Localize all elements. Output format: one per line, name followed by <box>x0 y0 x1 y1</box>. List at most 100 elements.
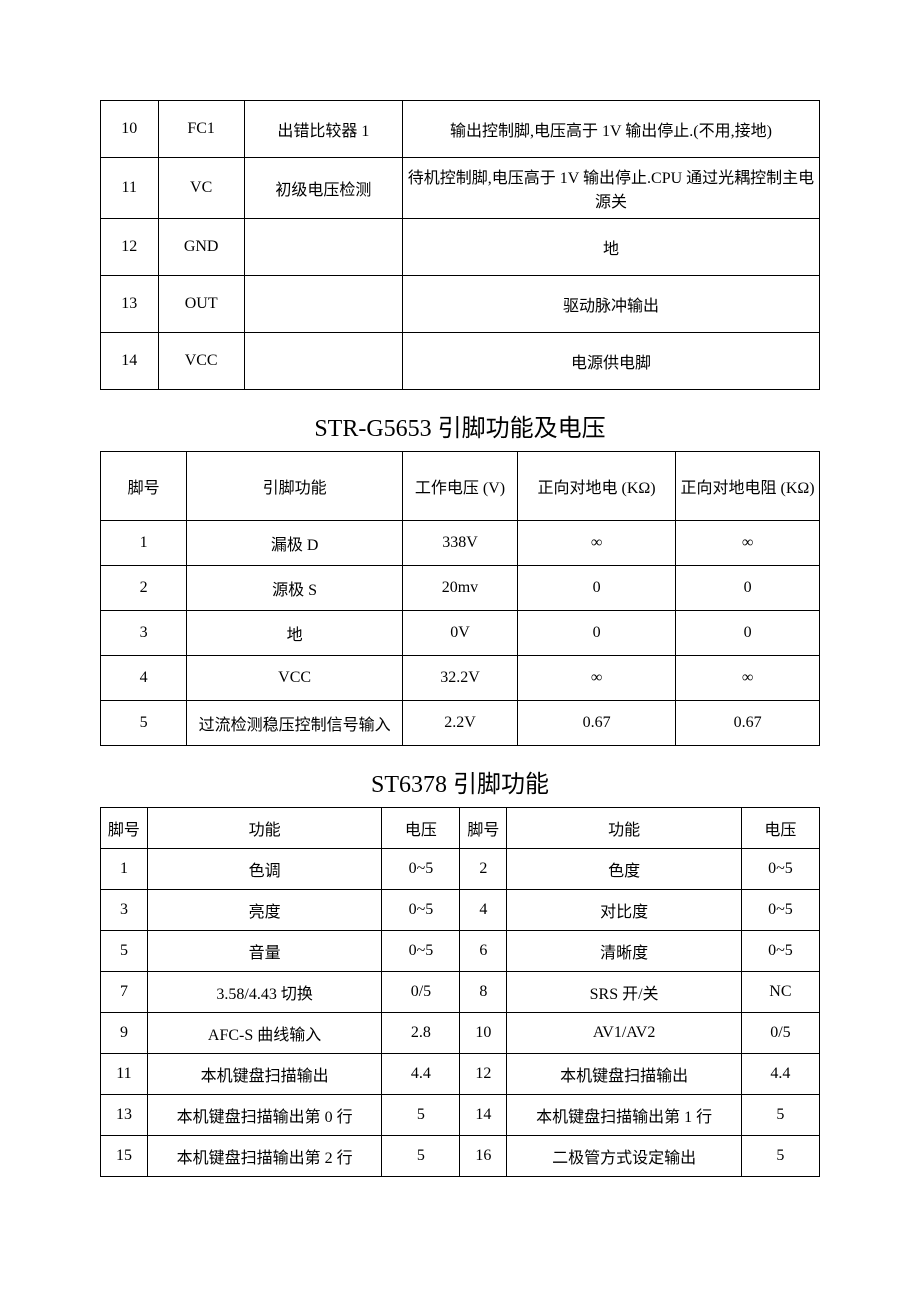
cell-sym: OUT <box>158 276 244 333</box>
cell: 14 <box>460 1095 507 1136</box>
cell: ∞ <box>517 521 675 566</box>
pin-table-2: 脚号 引脚功能 工作电压 (V) 正向对地电 (KΩ) 正向对地电阻 (KΩ) … <box>100 451 820 746</box>
cell: 0.67 <box>676 701 820 746</box>
cell: 1 <box>101 849 148 890</box>
col-header: 功能 <box>147 808 381 849</box>
cell: 5 <box>382 1095 460 1136</box>
cell: AV1/AV2 <box>507 1013 741 1054</box>
cell-sym: GND <box>158 219 244 276</box>
table-row: 1色调0~52色度0~5 <box>101 849 820 890</box>
cell: 9 <box>101 1013 148 1054</box>
table-row: 3亮度0~54对比度0~5 <box>101 890 820 931</box>
cell: 15 <box>101 1136 148 1177</box>
cell: 2 <box>460 849 507 890</box>
pin-table-2-body: 1 漏极 D 338V ∞ ∞ 2 源极 S 20mv 0 0 3 地 0V 0… <box>101 521 820 746</box>
cell: 20mv <box>402 566 517 611</box>
cell-name: 出错比较器 1 <box>244 101 402 158</box>
cell: 本机键盘扫描输出第 2 行 <box>147 1136 381 1177</box>
col-header: 正向对地电阻 (KΩ) <box>676 452 820 521</box>
cell-desc: 待机控制脚,电压高于 1V 输出停止.CPU 通过光耦控制主电源关 <box>402 158 819 219</box>
cell: 0~5 <box>741 849 819 890</box>
cell-pin: 11 <box>101 158 159 219</box>
cell: 5 <box>741 1136 819 1177</box>
cell: 0/5 <box>382 972 460 1013</box>
table-row: 4 VCC 32.2V ∞ ∞ <box>101 656 820 701</box>
cell: 1 <box>101 521 187 566</box>
col-header: 功能 <box>507 808 741 849</box>
col-header: 脚号 <box>460 808 507 849</box>
cell: 音量 <box>147 931 381 972</box>
cell: 4.4 <box>382 1054 460 1095</box>
pin-table-3-body: 1色调0~52色度0~53亮度0~54对比度0~55音量0~56清晰度0~573… <box>101 849 820 1177</box>
table3-title: ST6378 引脚功能 <box>100 764 820 799</box>
cell: 本机键盘扫描输出 <box>507 1054 741 1095</box>
col-header: 正向对地电 (KΩ) <box>517 452 675 521</box>
table-row: 15本机键盘扫描输出第 2 行516二极管方式设定输出5 <box>101 1136 820 1177</box>
cell-desc: 输出控制脚,电压高于 1V 输出停止.(不用,接地) <box>402 101 819 158</box>
cell: SRS 开/关 <box>507 972 741 1013</box>
cell: 0/5 <box>741 1013 819 1054</box>
cell: 亮度 <box>147 890 381 931</box>
cell: 地 <box>187 611 403 656</box>
cell: 2.8 <box>382 1013 460 1054</box>
col-header: 脚号 <box>101 452 187 521</box>
cell-pin: 14 <box>101 333 159 390</box>
cell: 4 <box>460 890 507 931</box>
table-row: 9AFC-S 曲线输入2.810AV1/AV20/5 <box>101 1013 820 1054</box>
cell: 338V <box>402 521 517 566</box>
table-row: 5音量0~56清晰度0~5 <box>101 931 820 972</box>
col-header: 工作电压 (V) <box>402 452 517 521</box>
cell: 4.4 <box>741 1054 819 1095</box>
cell-desc: 地 <box>402 219 819 276</box>
cell: 色度 <box>507 849 741 890</box>
cell: 0 <box>517 611 675 656</box>
cell: 10 <box>460 1013 507 1054</box>
table-row: 11本机键盘扫描输出4.412本机键盘扫描输出4.4 <box>101 1054 820 1095</box>
table-row: 14 VCC 电源供电脚 <box>101 333 820 390</box>
cell: 0 <box>676 566 820 611</box>
cell: 0 <box>676 611 820 656</box>
pin-table-1-body: 10 FC1 出错比较器 1 输出控制脚,电压高于 1V 输出停止.(不用,接地… <box>101 101 820 390</box>
cell: 清晰度 <box>507 931 741 972</box>
pin-table-1: 10 FC1 出错比较器 1 输出控制脚,电压高于 1V 输出停止.(不用,接地… <box>100 100 820 390</box>
table-row: 1 漏极 D 338V ∞ ∞ <box>101 521 820 566</box>
table-row: 13 OUT 驱动脉冲输出 <box>101 276 820 333</box>
cell: VCC <box>187 656 403 701</box>
cell: 过流检测稳压控制信号输入 <box>187 701 403 746</box>
cell-name <box>244 276 402 333</box>
cell: 4 <box>101 656 187 701</box>
table-row: 10 FC1 出错比较器 1 输出控制脚,电压高于 1V 输出停止.(不用,接地… <box>101 101 820 158</box>
cell: 5 <box>101 701 187 746</box>
cell: 7 <box>101 972 148 1013</box>
cell: ∞ <box>517 656 675 701</box>
col-header: 电压 <box>382 808 460 849</box>
cell: 0~5 <box>741 890 819 931</box>
cell: 0~5 <box>382 849 460 890</box>
cell: 0 <box>517 566 675 611</box>
cell: 3.58/4.43 切换 <box>147 972 381 1013</box>
cell: 本机键盘扫描输出第 0 行 <box>147 1095 381 1136</box>
cell: 11 <box>101 1054 148 1095</box>
pin-table-3: 脚号 功能 电压 脚号 功能 电压 1色调0~52色度0~53亮度0~54对比度… <box>100 807 820 1177</box>
cell: 漏极 D <box>187 521 403 566</box>
cell: 16 <box>460 1136 507 1177</box>
table-row: 73.58/4.43 切换0/58SRS 开/关NC <box>101 972 820 1013</box>
cell: 2.2V <box>402 701 517 746</box>
cell: 源极 S <box>187 566 403 611</box>
cell: 5 <box>382 1136 460 1177</box>
cell: 本机键盘扫描输出第 1 行 <box>507 1095 741 1136</box>
cell: 0~5 <box>382 890 460 931</box>
table2-title: STR-G5653 引脚功能及电压 <box>100 408 820 443</box>
cell: 色调 <box>147 849 381 890</box>
table-row: 2 源极 S 20mv 0 0 <box>101 566 820 611</box>
table-header-row: 脚号 引脚功能 工作电压 (V) 正向对地电 (KΩ) 正向对地电阻 (KΩ) <box>101 452 820 521</box>
cell: 32.2V <box>402 656 517 701</box>
cell: 0.67 <box>517 701 675 746</box>
cell-sym: FC1 <box>158 101 244 158</box>
table-row: 12 GND 地 <box>101 219 820 276</box>
table-header-row: 脚号 功能 电压 脚号 功能 电压 <box>101 808 820 849</box>
cell: 12 <box>460 1054 507 1095</box>
cell-name <box>244 333 402 390</box>
table-row: 11 VC 初级电压检测 待机控制脚,电压高于 1V 输出停止.CPU 通过光耦… <box>101 158 820 219</box>
cell: 5 <box>101 931 148 972</box>
